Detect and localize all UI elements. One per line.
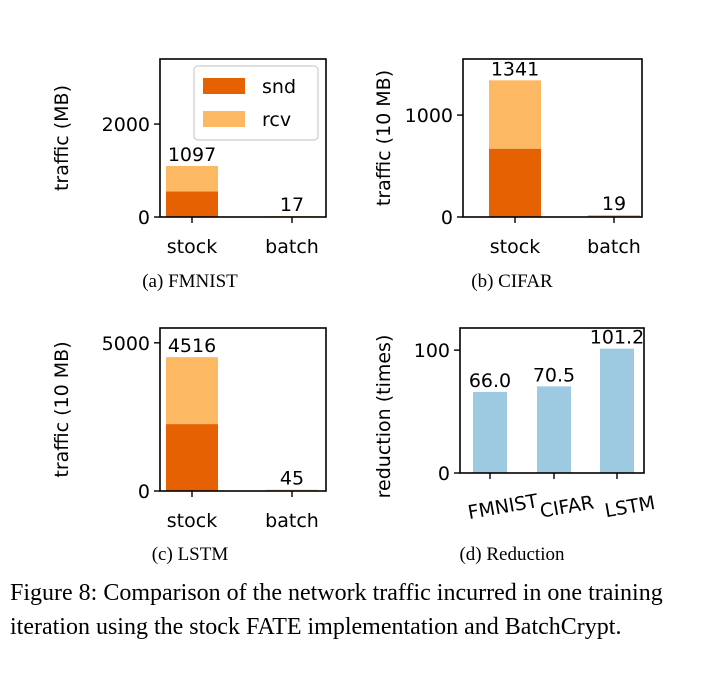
y-tick-label: 5000 bbox=[102, 333, 150, 355]
data-label-stock: 4516 bbox=[168, 335, 216, 357]
y-tick-label: 0 bbox=[138, 207, 150, 229]
data-label-stock: 1341 bbox=[491, 58, 539, 80]
axes-frame bbox=[459, 327, 645, 474]
data-label-CIFAR: 70.5 bbox=[533, 364, 575, 386]
y-tick-label: 1000 bbox=[405, 105, 453, 127]
data-label-batch: 17 bbox=[280, 194, 304, 216]
legend-swatch-snd bbox=[203, 78, 245, 94]
x-tick-label-FMNIST: FMNIST bbox=[466, 490, 540, 524]
panel-1: 1097 17 0 2000 stock batch traffic (MB) (a) FMN… bbox=[51, 58, 327, 292]
axes-frame bbox=[159, 58, 327, 218]
x-tick-label-batch: batch bbox=[265, 510, 319, 532]
panel-subtitle: (d) Reduction bbox=[459, 544, 565, 565]
axes-frame bbox=[462, 58, 643, 218]
panel-subtitle: (a) FMNIST bbox=[142, 271, 238, 292]
x-tick-label-CIFAR: CIFAR bbox=[538, 492, 595, 523]
bar-LSTM bbox=[600, 348, 634, 473]
axes-frame bbox=[159, 327, 327, 492]
y-tick-label: 2000 bbox=[102, 114, 150, 136]
x-tick-label-batch: batch bbox=[265, 236, 319, 258]
data-label-stock: 1097 bbox=[168, 144, 216, 166]
bar-snd-stock bbox=[166, 191, 218, 217]
x-tick-label-stock: stock bbox=[167, 510, 217, 532]
data-label-LSTM: 101.2 bbox=[590, 327, 644, 349]
bar-CIFAR bbox=[537, 386, 571, 473]
legend-frame bbox=[193, 65, 319, 141]
figure-caption: Figure 8: Comparison of the network traf… bbox=[10, 580, 663, 640]
y-axis-label: traffic (MB) bbox=[51, 85, 73, 191]
legend-swatch-rcv bbox=[203, 111, 245, 127]
bar-snd-stock bbox=[166, 424, 218, 491]
panel-subtitle: (c) LSTM bbox=[152, 544, 229, 565]
y-tick-label: 100 bbox=[414, 340, 450, 362]
panel-2: 1341 19 0 1000 stock batch traffic (10 MB) (b) … bbox=[373, 58, 643, 292]
bar-rcv-batch bbox=[588, 215, 640, 217]
legend: snd rcv bbox=[193, 65, 319, 141]
data-label-batch: 19 bbox=[602, 193, 626, 215]
figure: 1097 17 0 2000 stock batch traffic (MB) (a) FMN… bbox=[51, 58, 657, 565]
bar-snd-stock bbox=[489, 148, 541, 217]
bar-rcv-batch bbox=[266, 489, 318, 491]
y-axis-label: reduction (times) bbox=[373, 335, 395, 499]
x-tick-label-stock: stock bbox=[490, 236, 540, 258]
legend-label-snd: snd bbox=[262, 76, 296, 98]
bar-rcv-stock bbox=[166, 166, 218, 192]
panel-subtitle: (b) CIFAR bbox=[471, 271, 553, 292]
x-tick-label-stock: stock bbox=[167, 236, 217, 258]
x-tick-label-LSTM: LSTM bbox=[603, 492, 657, 522]
bar-rcv-stock bbox=[489, 80, 541, 149]
y-tick-label: 0 bbox=[138, 481, 150, 503]
y-tick-label: 0 bbox=[438, 463, 450, 485]
x-tick-label-batch: batch bbox=[587, 236, 641, 258]
data-label-batch: 45 bbox=[280, 468, 304, 490]
y-axis-label: traffic (10 MB) bbox=[51, 341, 73, 477]
data-label-FMNIST: 66.0 bbox=[469, 370, 511, 392]
bar-rcv-stock bbox=[166, 357, 218, 425]
y-axis-label: traffic (10 MB) bbox=[373, 70, 395, 206]
y-tick-label: 0 bbox=[441, 207, 453, 229]
panel-3: 4516 45 0 5000 stock batch traffic (10 MB) (c) … bbox=[51, 327, 327, 565]
legend-label-rcv: rcv bbox=[262, 109, 291, 131]
bar-FMNIST bbox=[473, 391, 507, 473]
